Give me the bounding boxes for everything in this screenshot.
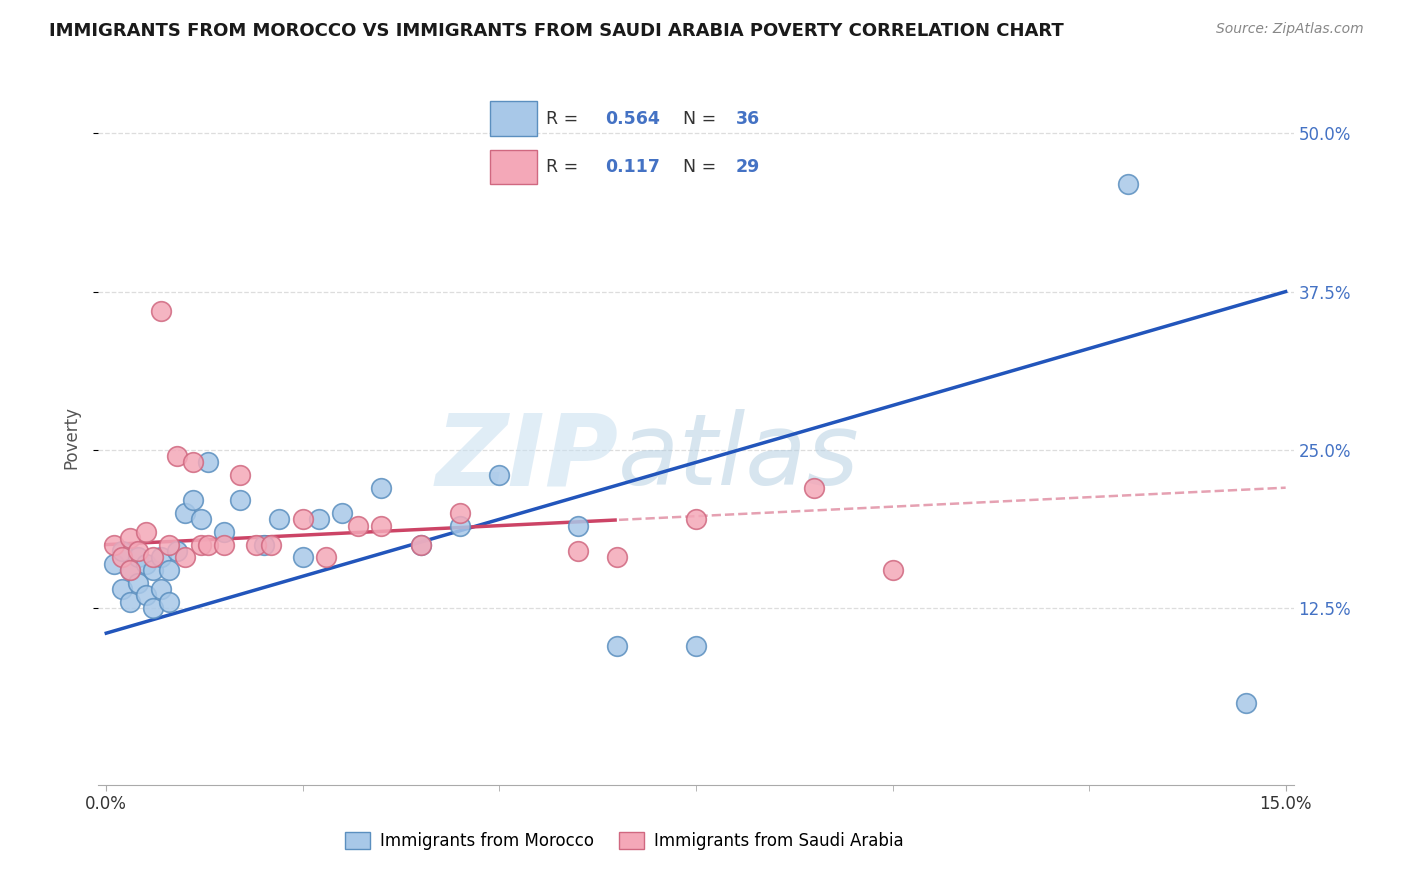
- Point: [135, 557, 157, 571]
- Point: [142, 563, 165, 577]
- Point: [142, 550, 165, 565]
- Point: [212, 524, 235, 539]
- Point: [370, 481, 392, 495]
- Point: [118, 563, 141, 577]
- Point: [1234, 696, 1257, 710]
- Point: [229, 493, 252, 508]
- Point: [190, 512, 212, 526]
- Point: [882, 563, 904, 577]
- Text: Source: ZipAtlas.com: Source: ZipAtlas.com: [1216, 22, 1364, 37]
- Point: [347, 518, 370, 533]
- Point: [103, 557, 125, 571]
- Point: [606, 550, 628, 565]
- Point: [245, 538, 267, 552]
- Point: [118, 531, 141, 545]
- Point: [606, 639, 628, 653]
- Point: [409, 538, 432, 552]
- Point: [111, 582, 134, 596]
- Point: [127, 550, 149, 565]
- Point: [315, 550, 337, 565]
- Point: [291, 512, 314, 526]
- Point: [229, 468, 252, 483]
- Point: [308, 512, 330, 526]
- Y-axis label: Poverty: Poverty: [62, 406, 80, 468]
- Point: [260, 538, 283, 552]
- Point: [488, 468, 510, 483]
- Point: [135, 588, 157, 602]
- Point: [269, 512, 291, 526]
- Text: atlas: atlas: [619, 409, 860, 507]
- Point: [118, 563, 141, 577]
- Point: [157, 594, 180, 608]
- Point: [150, 550, 173, 565]
- Point: [449, 506, 471, 520]
- Point: [111, 550, 134, 565]
- Point: [685, 639, 707, 653]
- Point: [157, 538, 180, 552]
- Point: [190, 538, 212, 552]
- Text: IMMIGRANTS FROM MOROCCO VS IMMIGRANTS FROM SAUDI ARABIA POVERTY CORRELATION CHAR: IMMIGRANTS FROM MOROCCO VS IMMIGRANTS FR…: [49, 22, 1064, 40]
- Point: [685, 512, 707, 526]
- Point: [212, 538, 235, 552]
- Point: [1118, 177, 1140, 191]
- Text: ZIP: ZIP: [436, 409, 619, 507]
- Point: [449, 518, 471, 533]
- Point: [181, 455, 204, 469]
- Point: [803, 481, 825, 495]
- Point: [197, 538, 219, 552]
- Point: [103, 538, 125, 552]
- Point: [174, 550, 197, 565]
- Point: [567, 544, 589, 558]
- Point: [166, 449, 188, 463]
- Point: [252, 538, 274, 552]
- Point: [127, 544, 149, 558]
- Point: [197, 455, 219, 469]
- Point: [409, 538, 432, 552]
- Point: [150, 582, 173, 596]
- Point: [330, 506, 353, 520]
- Point: [150, 303, 173, 318]
- Point: [166, 544, 188, 558]
- Point: [157, 563, 180, 577]
- Point: [127, 575, 149, 590]
- Point: [174, 506, 197, 520]
- Point: [370, 518, 392, 533]
- Point: [118, 594, 141, 608]
- Point: [181, 493, 204, 508]
- Point: [291, 550, 314, 565]
- Point: [142, 600, 165, 615]
- Point: [111, 544, 134, 558]
- Legend: Immigrants from Morocco, Immigrants from Saudi Arabia: Immigrants from Morocco, Immigrants from…: [339, 825, 910, 856]
- Point: [135, 524, 157, 539]
- Point: [567, 518, 589, 533]
